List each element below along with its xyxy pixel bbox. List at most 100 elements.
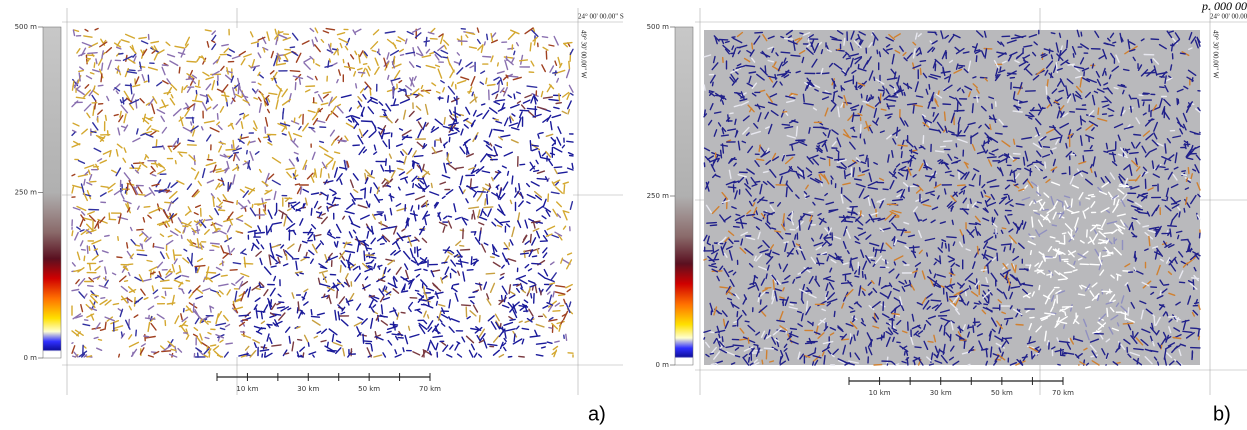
terrain-stroke (791, 55, 800, 56)
terrain-stroke (871, 260, 874, 261)
terrain-stroke (226, 343, 232, 344)
terrain-stroke (901, 152, 902, 158)
terrain-stroke (101, 329, 105, 330)
terrain-stroke (1106, 72, 1107, 75)
terrain-stroke (1008, 215, 1012, 216)
terrain-stroke (191, 122, 192, 125)
terrain-stroke (271, 266, 276, 267)
terrain-stroke (1068, 64, 1074, 65)
terrain-stroke (73, 356, 76, 357)
terrain-stroke (196, 86, 201, 87)
terrain-stroke (295, 184, 299, 185)
terrain-stroke (858, 65, 859, 69)
terrain-stroke (730, 113, 733, 114)
terrain-stroke (227, 236, 228, 240)
terrain-stroke (803, 94, 804, 101)
terrain-stroke (106, 115, 107, 120)
terrain-stroke (863, 272, 864, 278)
terrain-stroke (472, 214, 473, 219)
terrain-stroke (928, 341, 933, 342)
terrain-stroke (1009, 196, 1010, 200)
terrain-stroke (309, 127, 314, 128)
terrain-stroke (549, 45, 554, 46)
terrain-stroke (533, 256, 537, 257)
terrain-stroke (1045, 162, 1046, 168)
terrain-stroke (514, 94, 515, 99)
terrain-stroke (521, 253, 529, 254)
terrain-stroke (519, 356, 524, 357)
terrain-stroke (90, 264, 91, 270)
terrain-stroke (1059, 243, 1064, 244)
terrain-stroke (417, 247, 418, 257)
terrain-stroke (1051, 55, 1052, 59)
terrain-stroke (101, 298, 105, 299)
panel: 500 m250 m0 m24° 00' 00.0049° 30' 00.00"… (647, 0, 1247, 425)
terrain-stroke (137, 229, 143, 230)
terrain-stroke (970, 199, 971, 203)
terrain-stroke (1097, 225, 1101, 226)
terrain-stroke (386, 159, 387, 165)
terrain-stroke (792, 212, 793, 219)
terrain-stroke (835, 159, 845, 160)
terrain-stroke (923, 136, 924, 144)
terrain-stroke (181, 235, 182, 238)
terrain-stroke (1173, 338, 1181, 339)
terrain-stroke (283, 109, 284, 113)
terrain-stroke (1087, 230, 1088, 237)
terrain-stroke (997, 253, 998, 260)
terrain-stroke (428, 302, 429, 306)
terrain-stroke (520, 60, 528, 61)
terrain-stroke (314, 235, 315, 240)
terrain-stroke (385, 215, 386, 220)
terrain-stroke (379, 200, 383, 201)
terrain-stroke (952, 134, 958, 135)
terrain-stroke (1047, 80, 1048, 86)
terrain-stroke (473, 292, 477, 293)
terrain-stroke (532, 263, 541, 264)
terrain-stroke (542, 347, 546, 348)
terrain-stroke (1032, 217, 1033, 227)
terrain-stroke (294, 118, 295, 122)
terrain-stroke (261, 312, 262, 319)
terrain-stroke (520, 164, 525, 165)
terrain-stroke (498, 63, 499, 66)
terrain-stroke (381, 244, 385, 245)
terrain-stroke (79, 73, 80, 81)
terrain-stroke (1064, 272, 1071, 273)
terrain-stroke (394, 87, 395, 90)
terrain-stroke (775, 231, 781, 232)
terrain-stroke (499, 301, 503, 302)
terrain-stroke (977, 202, 981, 203)
terrain-stroke (369, 296, 374, 297)
terrain-stroke (142, 244, 143, 249)
terrain-stroke (756, 182, 760, 183)
terrain-stroke (153, 147, 162, 148)
terrain-stroke (976, 50, 980, 51)
terrain-stroke (512, 176, 513, 184)
terrain-stroke (491, 257, 495, 258)
terrain-stroke (443, 57, 448, 58)
terrain-stroke (920, 61, 925, 62)
terrain-stroke (539, 133, 543, 134)
terrain-stroke (285, 49, 290, 50)
terrain-stroke (444, 144, 445, 147)
terrain-stroke (796, 127, 797, 136)
terrain-stroke (486, 273, 494, 274)
terrain-stroke (363, 334, 364, 343)
terrain-stroke (440, 138, 441, 142)
terrain-stroke (320, 141, 324, 142)
panel-label: a) (588, 403, 606, 425)
terrain-stroke (881, 109, 886, 110)
terrain-stroke (328, 61, 329, 67)
terrain-stroke (362, 113, 363, 116)
terrain-stroke (343, 60, 344, 63)
terrain-stroke (1128, 308, 1129, 316)
terrain-stroke (938, 91, 939, 94)
terrain-stroke (1158, 362, 1159, 365)
terrain-stroke (1071, 199, 1072, 207)
terrain-stroke (559, 295, 565, 296)
terrain-stroke (877, 50, 878, 53)
terrain-stroke (136, 330, 137, 336)
terrain-stroke (534, 170, 539, 171)
